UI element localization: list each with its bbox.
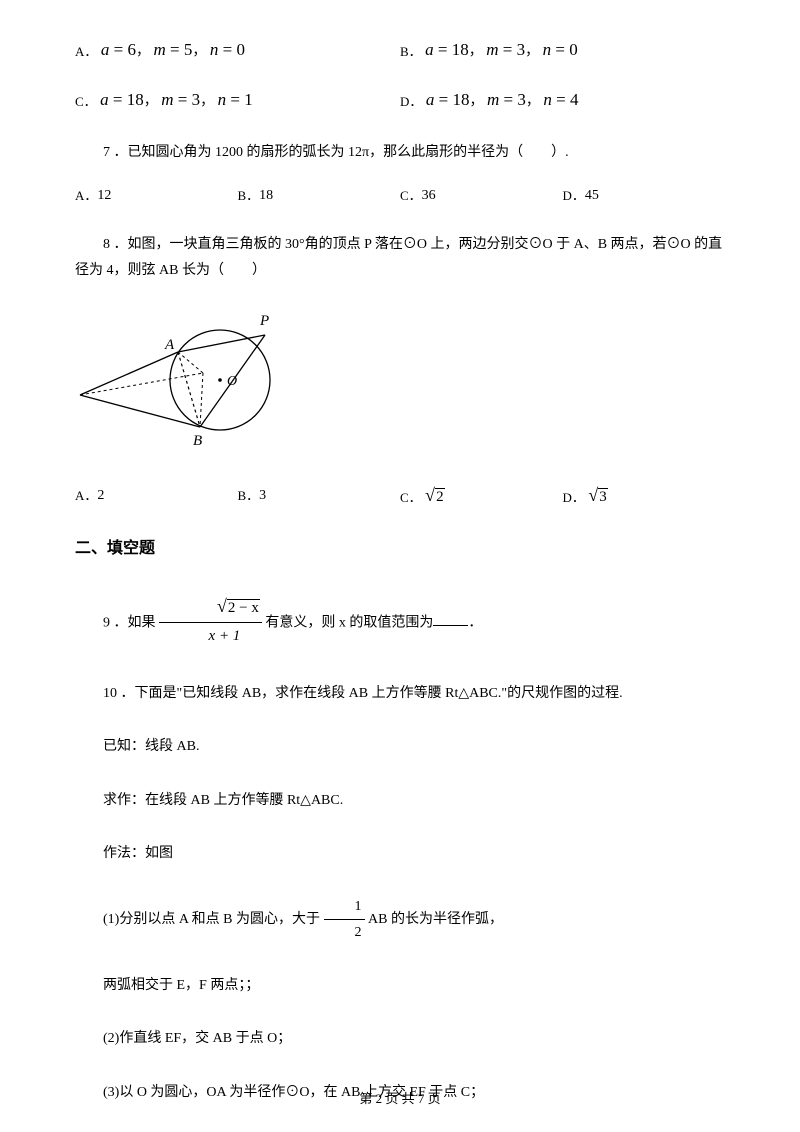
q10-line-4: 作法：如图 — [75, 841, 725, 866]
fraction-sqrt-expr: √2 − x x + 1 — [159, 590, 262, 650]
q8-option-c: C． √2 — [400, 485, 563, 506]
q6-option-d: D． a = 18， m = 3， n = 4 — [400, 90, 725, 110]
q7-option-c: C．36 — [400, 185, 563, 204]
math-expr: n = 4 — [543, 90, 578, 109]
math-expr: a = 18 — [426, 90, 470, 109]
q6-row-cd: C． a = 18， m = 3， n = 1 D． a = 18， m = 3… — [75, 90, 725, 110]
q10-line-2: 已知：线段 AB. — [75, 734, 725, 759]
q8-option-b: B．3 — [238, 485, 401, 506]
sqrt-3-icon: √3 — [588, 485, 607, 506]
q8-figure: O P A B — [75, 305, 725, 460]
math-expr: m = 5 — [153, 40, 192, 59]
option-label: B． — [400, 44, 422, 59]
q8-option-a: A．2 — [75, 485, 238, 506]
answer-blank — [433, 614, 468, 626]
label-p: P — [259, 313, 269, 329]
q10-line-1: 10 ．下面是"已知线段 AB，求作在线段 AB 上方作等腰 Rt△ABC."的… — [75, 681, 725, 706]
q9-text: 9 ．如果 √2 − x x + 1 有意义，则 x 的取值范围为． — [75, 593, 725, 653]
math-expr: m = 3 — [487, 90, 526, 109]
q10-line-5: (1)分别以点 A 和点 B 为圆心，大于 12 AB 的长为半径作弧， — [75, 894, 725, 945]
label-a: A — [164, 337, 175, 353]
sqrt-2-icon: √2 — [425, 485, 444, 506]
math-expr: a = 18 — [100, 90, 144, 109]
math-expr: n = 0 — [543, 40, 578, 59]
q6-row-ab: A． a = 6， m = 5， n = 0 B． a = 18， m = 3，… — [75, 40, 725, 60]
q6-option-b: B． a = 18， m = 3， n = 0 — [400, 40, 725, 60]
q7-option-a: A．12 — [75, 185, 238, 204]
fraction-half: 12 — [324, 894, 365, 945]
math-expr: n = 0 — [210, 40, 245, 59]
q8-options: A．2 B．3 C． √2 D． √3 — [75, 485, 725, 506]
q8-option-d: D． √3 — [563, 485, 726, 506]
math-expr: m = 3 — [161, 90, 200, 109]
q7-option-d: D．45 — [563, 185, 726, 204]
q7-option-b: B．18 — [238, 185, 401, 204]
q6-option-a: A． a = 6， m = 5， n = 0 — [75, 40, 400, 60]
q10-line-6: 两弧相交于 E，F 两点；； — [75, 973, 725, 998]
math-expr: a = 6 — [101, 40, 136, 59]
circle-triangle-diagram: O P A B — [75, 305, 295, 455]
option-label: A． — [75, 44, 97, 59]
math-expr: n = 1 — [218, 90, 253, 109]
option-label: D． — [400, 94, 422, 109]
label-b: B — [193, 433, 202, 449]
q8-text: 8 ．如图，一块直角三角板的 30°角的顶点 P 落在⊙O 上，两边分别交⊙O … — [75, 232, 725, 285]
math-expr: m = 3 — [486, 40, 525, 59]
q10-line-7: (2)作直线 EF，交 AB 于点 O； — [75, 1026, 725, 1051]
page-footer: 第 2 页 共 7 页 — [0, 1088, 800, 1107]
option-label: C． — [75, 94, 97, 109]
math-expr: a = 18 — [425, 40, 469, 59]
q7-text: 7 ．已知圆心角为 1200 的扇形的弧长为 12π，那么此扇形的半径为（ ）. — [75, 140, 725, 167]
q6-option-c: C． a = 18， m = 3， n = 1 — [75, 90, 400, 110]
q7-options: A．12 B．18 C．36 D．45 — [75, 185, 725, 204]
q10-line-3: 求作：在线段 AB 上方作等腰 Rt△ABC. — [75, 788, 725, 813]
section-2-title: 二、填空题 — [75, 534, 725, 558]
